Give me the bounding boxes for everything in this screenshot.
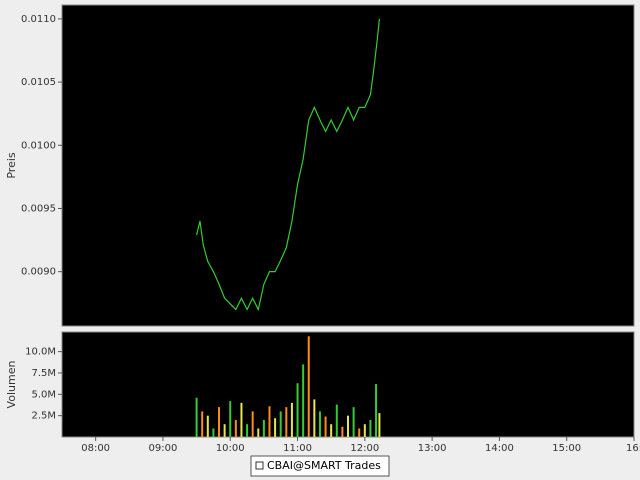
x-tick-label: 16:	[626, 443, 640, 454]
volume-bar	[307, 336, 310, 437]
volume-bar	[257, 428, 260, 437]
y-tick-label: 0.0100	[21, 140, 56, 151]
volume-bar	[251, 411, 254, 437]
volume-bar	[234, 419, 237, 437]
volume-bar	[330, 424, 333, 437]
y-tick-label: 10.0M	[25, 347, 56, 358]
volume-bar	[369, 419, 372, 437]
y-tick-label: 0.0095	[21, 203, 56, 214]
y-tick-label: 0.0110	[21, 14, 56, 25]
volume-bar	[358, 428, 361, 437]
volume-bar	[218, 407, 221, 437]
x-tick-label: 10:00	[216, 443, 245, 454]
y-tick-label: 0.0105	[21, 77, 56, 88]
x-tick-label: 08:00	[81, 443, 110, 454]
price-line	[196, 18, 381, 312]
legend-box	[250, 455, 390, 477]
volume-bar	[240, 402, 243, 437]
y-tick-label: 5.0M	[31, 389, 56, 400]
volume-bar	[347, 415, 349, 437]
x-tick-label: 13:00	[418, 443, 447, 454]
volume-bar	[246, 424, 249, 437]
volume-bar	[363, 424, 366, 437]
y-tick-label: 7.5M	[31, 368, 56, 379]
volume-bar	[212, 428, 215, 437]
x-tick-label: 11:00	[283, 443, 312, 454]
volume-bar	[274, 418, 277, 437]
volume-bar	[279, 411, 282, 437]
volume-bar	[223, 424, 226, 437]
y-tick-label: 0.0090	[21, 267, 56, 278]
volume-bar	[206, 415, 209, 437]
x-tick-label: 09:00	[149, 443, 178, 454]
volume-bar	[229, 401, 232, 437]
legend-swatch	[255, 461, 264, 470]
plot-area	[61, 4, 635, 327]
volume-bar	[318, 411, 321, 437]
x-tick-label: 14:00	[485, 443, 514, 454]
volume-bar	[262, 419, 265, 437]
volume-bar	[313, 399, 316, 437]
volume-bar	[195, 397, 198, 437]
y-axis-title: Preis	[5, 152, 18, 179]
volume-bar	[352, 407, 355, 437]
volume-bar	[201, 411, 204, 437]
volume-bar	[268, 406, 271, 437]
volume-bar	[296, 383, 299, 437]
volume-bar	[341, 426, 344, 437]
volume-bar	[302, 364, 305, 437]
x-tick-label: 15:00	[552, 443, 581, 454]
legend-label: CBAI@SMART Trades	[267, 459, 381, 472]
volume-bar	[378, 413, 381, 437]
y-tick-label: 2.5M	[31, 411, 56, 422]
x-tick-label: 12:00	[350, 443, 379, 454]
y-axis-title: Volumen	[5, 361, 18, 409]
volume-bar	[335, 404, 338, 437]
volume-bar	[290, 402, 293, 437]
volume-bar	[375, 384, 378, 437]
volume-bar	[285, 407, 288, 437]
volume-bar	[324, 416, 327, 437]
